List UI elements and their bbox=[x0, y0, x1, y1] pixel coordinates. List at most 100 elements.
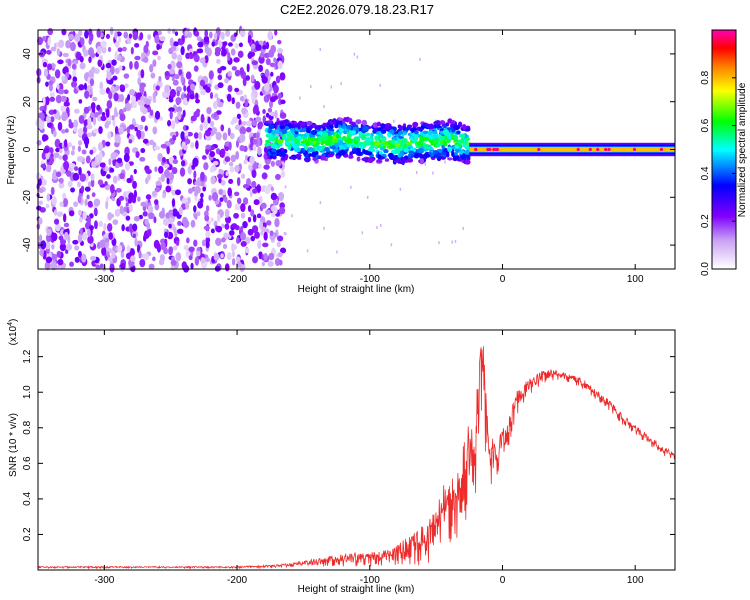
noise-cell bbox=[50, 46, 57, 52]
noise-cell bbox=[216, 58, 221, 64]
noise-cell bbox=[158, 211, 165, 219]
noise-cell bbox=[379, 83, 381, 87]
noise-cell bbox=[220, 179, 226, 186]
noise-cell bbox=[135, 151, 140, 159]
signal-cell bbox=[312, 150, 319, 156]
noise-cell bbox=[172, 159, 179, 165]
peak-point bbox=[474, 147, 478, 152]
noise-cell bbox=[112, 175, 118, 184]
y-tick-label: 0.4 bbox=[22, 492, 33, 506]
noise-cell bbox=[137, 130, 142, 140]
noise-cell bbox=[265, 209, 271, 215]
noise-cell bbox=[158, 259, 165, 266]
noise-cell bbox=[167, 27, 172, 35]
noise-cell bbox=[44, 261, 51, 271]
noise-cell bbox=[148, 212, 155, 220]
signal-cell bbox=[345, 137, 352, 144]
noise-cell bbox=[47, 121, 52, 128]
noise-cell bbox=[129, 60, 133, 70]
noise-cell bbox=[36, 76, 41, 84]
noise-cell bbox=[152, 256, 156, 262]
noise-cell bbox=[235, 256, 241, 262]
noise-cell bbox=[231, 250, 236, 258]
noise-cell bbox=[252, 188, 258, 194]
noise-cell bbox=[46, 49, 52, 55]
signal-cell bbox=[377, 127, 382, 131]
noise-cell bbox=[103, 223, 107, 232]
noise-cell bbox=[47, 36, 52, 46]
noise-cell bbox=[180, 94, 185, 100]
noise-cell bbox=[107, 213, 115, 219]
signal-cell bbox=[364, 132, 371, 137]
noise-cell bbox=[247, 52, 253, 59]
snr-panel: -300 -200 -100 0 100 0.2 0.4 0.6 0.8 1.0 1.2 Heigh… bbox=[7, 319, 676, 595]
noise-cell bbox=[74, 245, 80, 251]
noise-cell bbox=[114, 67, 120, 75]
noise-cell bbox=[178, 39, 184, 46]
noise-cell bbox=[164, 231, 169, 238]
noise-cell bbox=[169, 171, 175, 181]
noise-cell bbox=[159, 35, 166, 42]
noise-cell bbox=[99, 88, 106, 96]
signal-cell bbox=[376, 121, 381, 127]
signal-cell bbox=[377, 153, 382, 159]
noise-cell bbox=[119, 113, 126, 122]
signal-cell bbox=[322, 122, 327, 128]
noise-cell bbox=[46, 193, 51, 202]
noise-cell bbox=[202, 186, 207, 192]
colorbar-cell bbox=[712, 175, 736, 178]
signal-cell bbox=[287, 145, 292, 151]
colorbar-tick-label: 0.6 bbox=[700, 118, 711, 132]
x-tick-label: 100 bbox=[627, 274, 644, 285]
signal-cell bbox=[396, 150, 401, 155]
noise-cell bbox=[200, 197, 204, 204]
noise-cell bbox=[45, 241, 51, 250]
y-tick-label: 40 bbox=[22, 48, 33, 60]
noise-cell bbox=[161, 156, 166, 163]
noise-cell bbox=[45, 164, 52, 173]
noise-cell bbox=[262, 242, 269, 248]
colorbar-cell bbox=[712, 169, 736, 172]
noise-cell bbox=[232, 116, 238, 124]
noise-cell bbox=[54, 69, 61, 79]
noise-cell bbox=[49, 156, 54, 165]
noise-cell bbox=[98, 126, 103, 135]
noise-cell bbox=[240, 232, 247, 241]
noise-cell bbox=[62, 154, 68, 162]
signal-cell bbox=[442, 125, 447, 129]
signal-cell bbox=[326, 139, 333, 144]
signal-cell bbox=[279, 121, 284, 127]
colorbar-cell bbox=[712, 41, 736, 45]
noise-cell bbox=[99, 239, 106, 249]
noise-cell bbox=[61, 75, 65, 82]
noise-cell bbox=[204, 129, 211, 137]
noise-cell bbox=[104, 122, 110, 129]
signal-cell bbox=[342, 123, 346, 129]
noise-cell bbox=[68, 34, 75, 40]
noise-cell bbox=[242, 184, 250, 189]
colorbar-cell bbox=[712, 255, 736, 258]
noise-cell bbox=[169, 88, 176, 98]
noise-cell bbox=[255, 116, 262, 123]
colorbar-cell bbox=[712, 39, 736, 43]
signal-cell bbox=[445, 122, 450, 127]
noise-cell bbox=[244, 98, 249, 108]
colorbar-tick-label: 0.2 bbox=[700, 214, 711, 228]
noise-cell bbox=[87, 200, 93, 208]
noise-cell bbox=[38, 120, 45, 130]
noise-cell bbox=[419, 57, 421, 61]
noise-cell bbox=[224, 223, 230, 230]
noise-cell bbox=[254, 231, 260, 239]
noise-cell bbox=[138, 250, 142, 259]
noise-cell bbox=[57, 59, 64, 65]
colorbar-cell bbox=[712, 201, 736, 204]
noise-cell bbox=[283, 231, 286, 235]
signal-cell bbox=[331, 120, 337, 125]
signal-cell bbox=[336, 133, 340, 139]
noise-cell bbox=[262, 109, 266, 115]
noise-cell bbox=[209, 78, 213, 85]
noise-cell bbox=[258, 64, 264, 73]
noise-cell bbox=[90, 112, 95, 118]
noise-cell bbox=[243, 159, 248, 165]
